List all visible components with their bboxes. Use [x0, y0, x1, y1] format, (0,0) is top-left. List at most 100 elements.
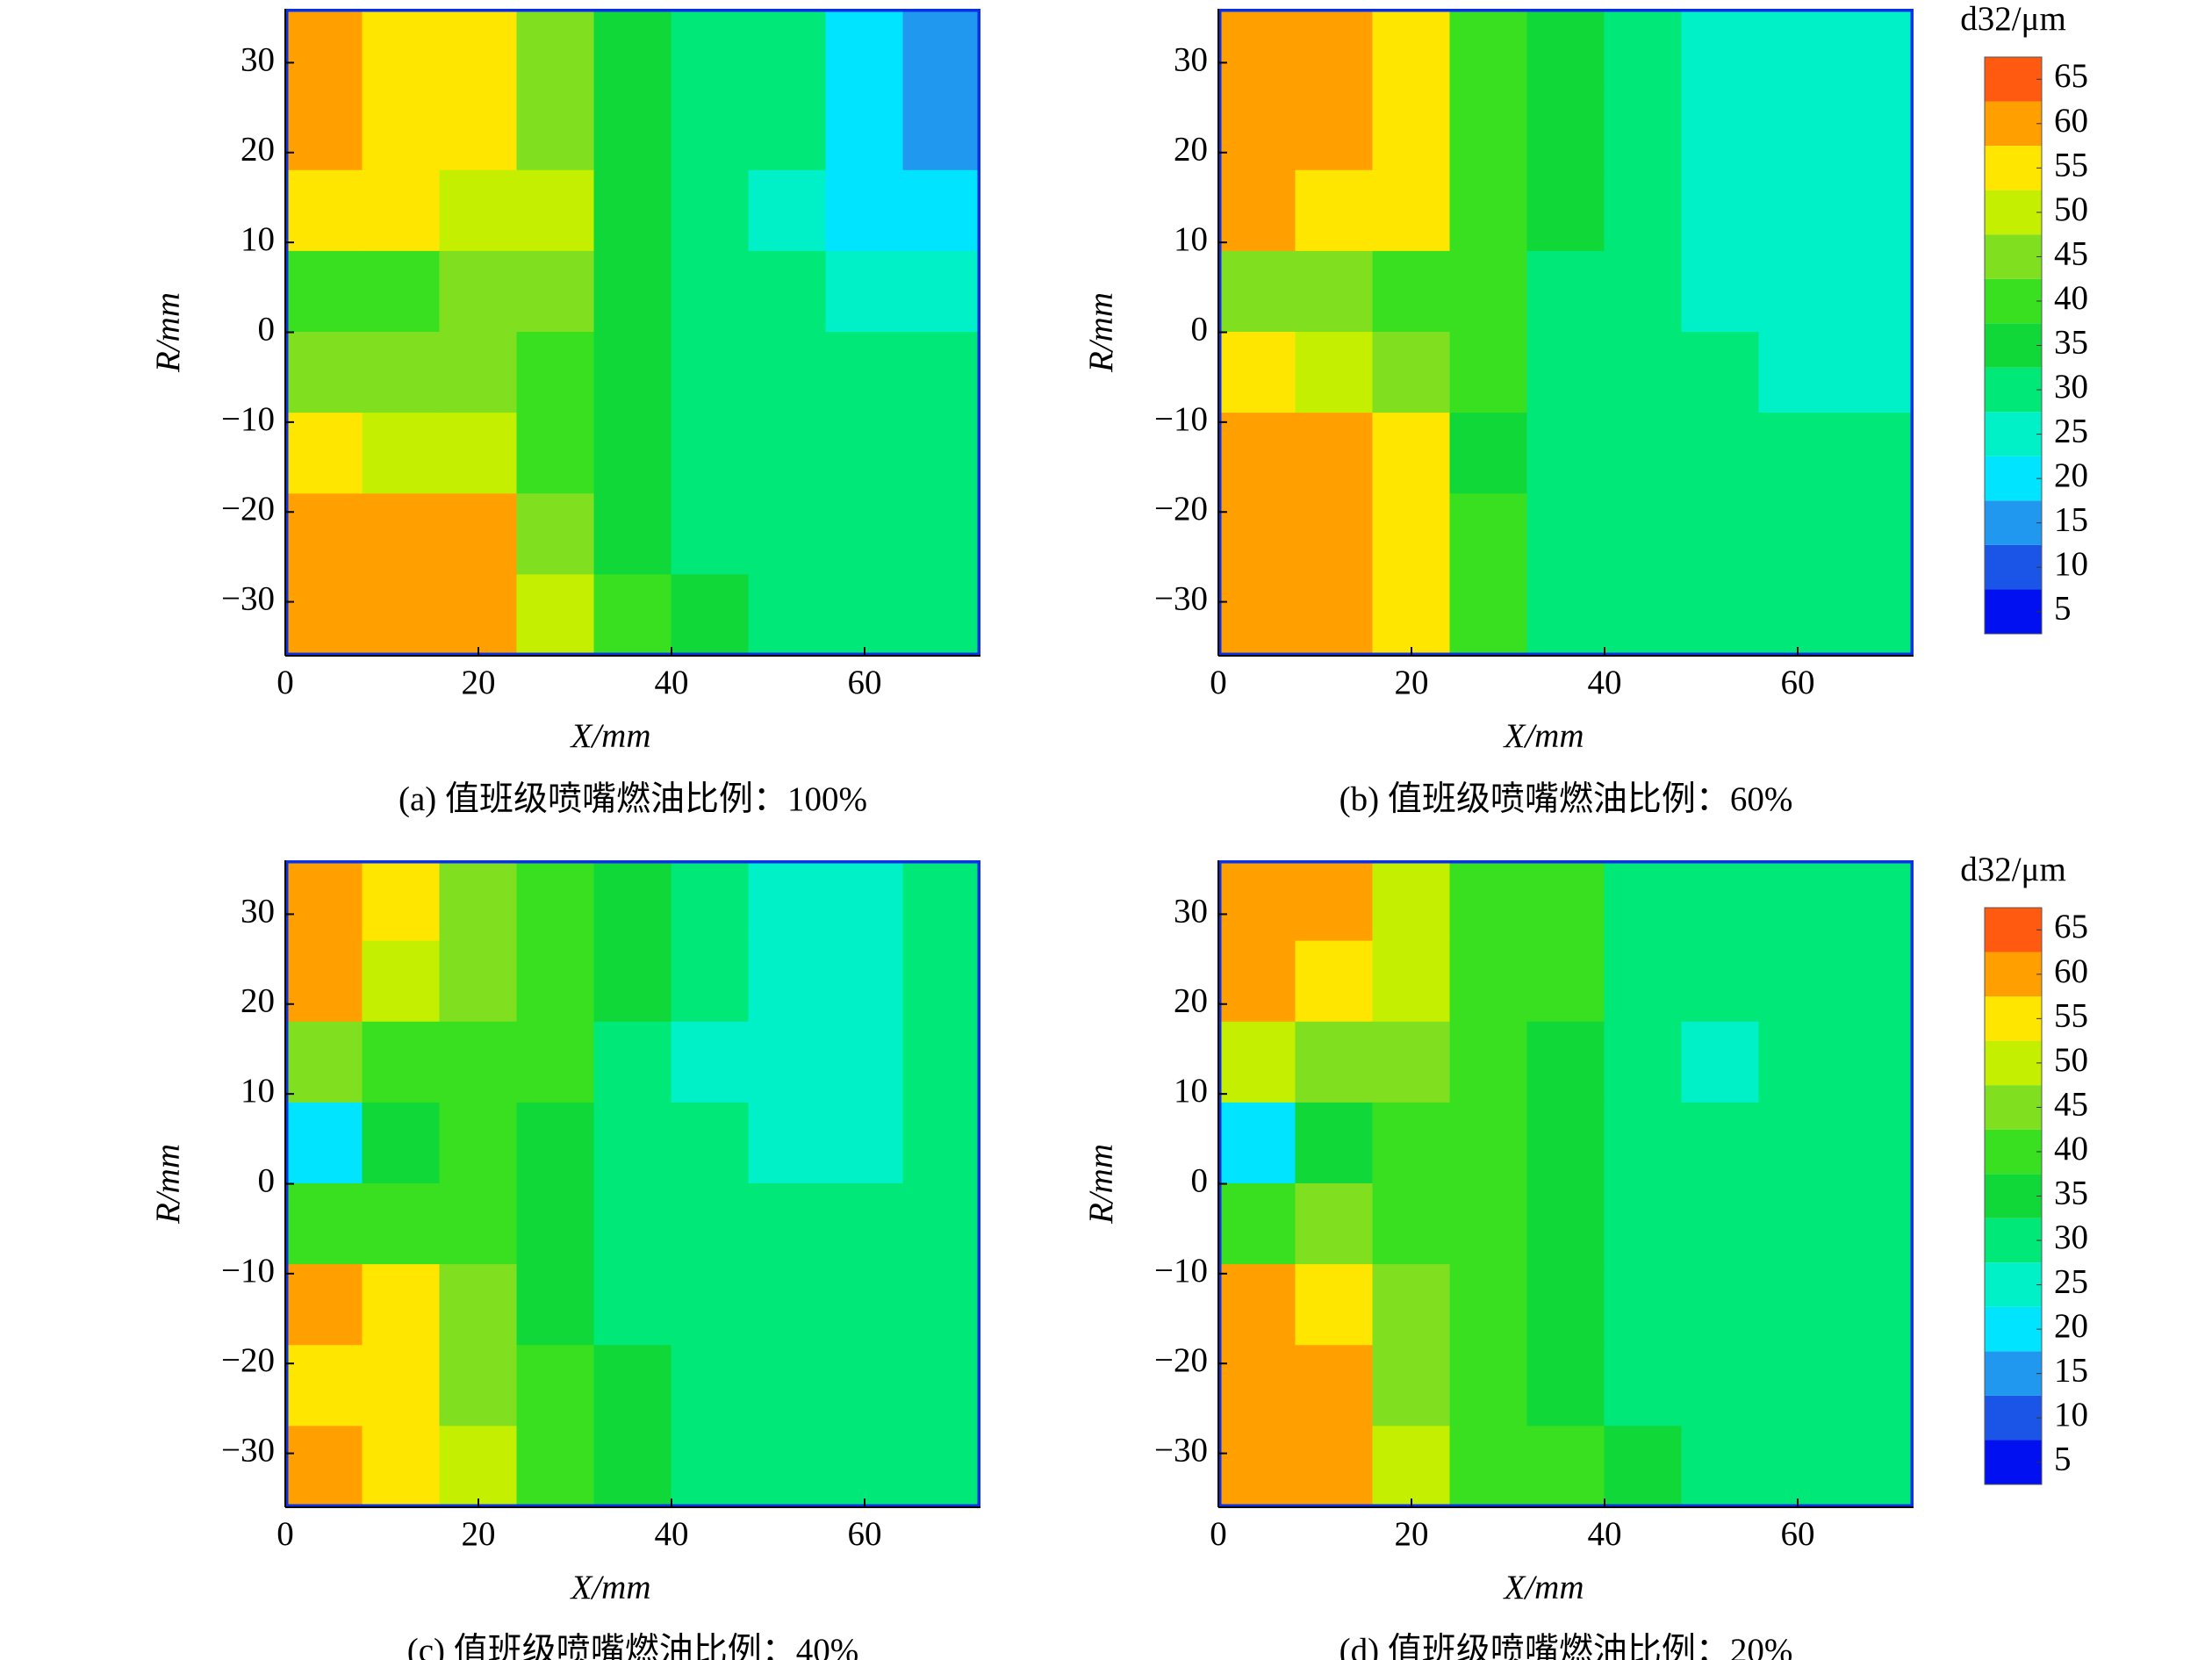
contour-cell	[288, 940, 363, 1023]
contour-cell	[825, 89, 904, 171]
contour-cell	[1372, 1426, 1451, 1505]
contour-cell	[439, 332, 518, 414]
contour-cell	[516, 1345, 595, 1427]
contour-cell	[1221, 11, 1296, 90]
contour-cell	[593, 250, 672, 333]
x-tick-label: 60	[848, 664, 882, 701]
y-tick-label: 10	[241, 1072, 275, 1110]
contour-cell	[516, 940, 595, 1023]
contour-cell	[1372, 1021, 1451, 1103]
contour-cell	[288, 332, 363, 414]
y-tick-label: −20	[221, 1341, 275, 1379]
contour-cell	[1449, 1426, 1528, 1505]
colorbar-band	[1985, 146, 2042, 190]
contour-cell	[439, 1264, 518, 1347]
contour-cell	[1526, 1102, 1605, 1184]
contour-cell	[288, 169, 363, 252]
contour-cell	[516, 493, 595, 576]
contour-cell	[439, 1426, 518, 1505]
contour-cell	[593, 89, 672, 171]
colorbar-band	[1985, 1306, 2042, 1352]
contour-cell	[1681, 940, 1760, 1023]
colorbar-tick-label: 25	[2054, 413, 2088, 450]
contour-cell	[748, 413, 827, 495]
contour-cell	[1681, 11, 1760, 90]
colorbar-tick-label: 30	[2054, 368, 2088, 406]
contour-cell	[671, 1021, 750, 1103]
contour-cell	[516, 250, 595, 333]
y-tick-label: 0	[258, 1161, 276, 1199]
contour-cell	[671, 250, 750, 333]
y-tick-label: −10	[1154, 1252, 1208, 1290]
contour-cell	[1221, 493, 1296, 576]
contour-cell	[1681, 1183, 1760, 1266]
contour-cell	[748, 250, 827, 333]
contour-cell	[1526, 940, 1605, 1023]
y-tick-label: 0	[258, 310, 276, 348]
contour-cell	[288, 493, 363, 576]
x-tick-label: 60	[1781, 1515, 1815, 1553]
contour-cell	[748, 1102, 827, 1184]
contour-cell	[1221, 940, 1296, 1023]
contour-cell	[1295, 11, 1374, 90]
colorbar-tick-label: 60	[2054, 952, 2088, 990]
y-tick-label: 30	[241, 40, 275, 78]
contour-cell	[1221, 332, 1296, 414]
contour-cell	[1372, 574, 1451, 653]
contour-cell	[902, 940, 978, 1023]
x-tick-label: 20	[1395, 1515, 1429, 1553]
contour-cell	[825, 574, 904, 653]
colorbar-band	[1985, 1174, 2042, 1218]
caption: (a) 值班级喷嘴燃油比例：100%	[399, 780, 867, 818]
contour-cell	[902, 89, 978, 171]
contour-cell	[825, 1102, 904, 1184]
contour-cell	[1835, 1183, 1911, 1266]
colorbar-tick-label: 20	[2054, 456, 2088, 494]
x-axis-label: X/mm	[1503, 717, 1584, 755]
contour-cell	[439, 413, 518, 495]
contour-cell	[1758, 89, 1837, 171]
contour-cell	[362, 1426, 441, 1505]
contour-cell	[1372, 169, 1451, 252]
contour-cell	[902, 413, 978, 495]
contour-cell	[671, 574, 750, 653]
colorbar-tick-label: 45	[2054, 1085, 2088, 1123]
contour-cell	[1604, 493, 1683, 576]
contour-cell	[439, 11, 518, 90]
contour-cell	[439, 863, 518, 942]
contour-cell	[1835, 1102, 1911, 1184]
contour-cell	[1372, 89, 1451, 171]
contour-cell	[1604, 89, 1683, 171]
colorbar-tick-label: 15	[2054, 1352, 2088, 1390]
contour-cell	[748, 940, 827, 1023]
contour-cell	[1835, 1021, 1911, 1103]
contour-cell	[1449, 89, 1528, 171]
contour-cell	[593, 1264, 672, 1347]
contour-cell	[902, 1426, 978, 1505]
contour-cell	[1604, 332, 1683, 414]
contour-cell	[593, 1183, 672, 1266]
y-tick-label: 10	[241, 220, 275, 258]
contour-cell	[748, 1345, 827, 1427]
contour-cell	[1604, 574, 1683, 653]
colorbar-band	[1985, 996, 2042, 1041]
contour-cell	[825, 169, 904, 252]
contour-cell	[439, 1021, 518, 1103]
contour-cell	[362, 863, 441, 942]
contour-cell	[1221, 413, 1296, 495]
contour-cell	[439, 1183, 518, 1266]
y-axis-label: R/mm	[1082, 1144, 1120, 1225]
x-tick-label: 40	[1588, 1515, 1622, 1553]
x-tick-label: 40	[655, 664, 689, 701]
contour-cell	[902, 1345, 978, 1427]
y-tick-label: 20	[1174, 982, 1208, 1020]
contour-cell	[1835, 1264, 1911, 1347]
contour-cell	[1526, 11, 1605, 90]
contour-cell	[362, 413, 441, 495]
contour-cell	[1758, 413, 1837, 495]
contour-cell	[288, 1183, 363, 1266]
y-tick-label: −30	[221, 1432, 275, 1470]
contour-cell	[748, 863, 827, 942]
contour-cell	[288, 1021, 363, 1103]
